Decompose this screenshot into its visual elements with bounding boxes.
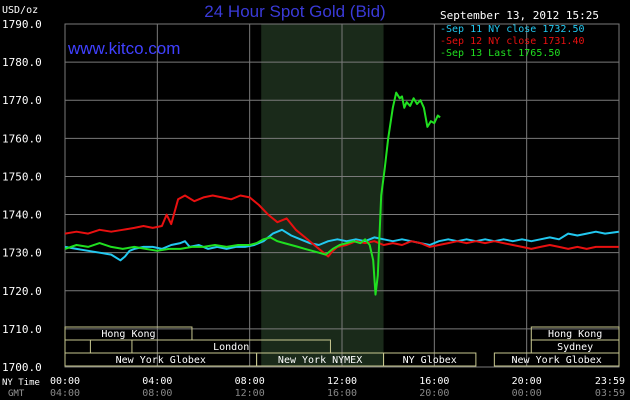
nymex-session-shade [261,24,384,367]
x-tick-label-gmt: 20:00 [419,388,449,399]
x-tick-label-ny: 20:00 [512,376,542,387]
x-tick-label-gmt: 04:00 [50,388,80,399]
x-axis-label-gmt: GMT [8,389,25,399]
x-axis-ticks: 00:00 04:00 08:00 12:00 16:00 20:00 23:5904:00… [50,376,625,399]
market-label: London [213,342,249,353]
y-tick-label: 1770.0 [2,94,42,107]
x-tick-label-ny: 00:00 [50,376,80,387]
x-tick-label-ny: 04:00 [142,376,172,387]
x-tick-label-ny: 12:00 [327,376,357,387]
market-sessions: Hong Kong Hong Kong London Sydney New York G… [64,326,620,367]
legend: -Sep 11 NY close 1732.50-Sep 12 NY close… [440,24,585,59]
y-tick-label: 1780.0 [2,56,42,69]
market-box [383,352,477,367]
x-tick-label-ny: 23:59 [595,376,625,387]
y-tick-label: 1730.0 [2,247,42,260]
x-axis-label-ny: NY Time [2,378,40,388]
x-tick-label-gmt: 00:00 [512,388,542,399]
x-tick-label-ny: 16:00 [419,376,449,387]
y-tick-label: 1760.0 [2,132,42,145]
market-box [493,352,620,367]
x-tick-label-gmt: 12:00 [235,388,265,399]
x-tick-label-gmt: 08:00 [142,388,172,399]
market-label: New York Globex [512,355,602,366]
legend-item-sep13: -Sep 13 Last 1765.50 [440,48,560,59]
unit-label: USD/oz [2,5,38,16]
timestamp: September 13, 2012 15:25 [440,9,599,22]
y-axis-ticks: 1790.0 1780.0 1770.0 1760.0 1750.0 1740.0 1730… [2,18,42,374]
series-line-sep12 [64,194,619,258]
market-box [64,326,193,341]
y-tick-label: 1710.0 [2,323,42,336]
market-label: New York Globex [116,355,206,366]
legend-item-sep12: -Sep 12 NY close 1731.40 [440,36,585,47]
x-tick-label-ny: 08:00 [235,376,265,387]
y-tick-label: 1720.0 [2,285,42,298]
series-line-sep13 [64,91,441,296]
market-label: Hong Kong [548,329,602,340]
y-tick-label: 1750.0 [2,170,42,183]
legend-item-sep11: -Sep 11 NY close 1732.50 [440,24,585,35]
y-tick-label: 1790.0 [2,18,42,31]
x-tick-label-gmt: 03:59 [595,388,625,399]
y-tick-label: 1740.0 [2,209,42,222]
market-label: NY Globex [403,355,457,366]
series-line-sep11 [64,228,619,262]
y-tick-label: 1700.0 [2,361,42,374]
market-label: Sydney [557,342,593,353]
site-link[interactable]: www.kitco.com [67,39,180,58]
market-label: Hong Kong [101,329,155,340]
chart-title: 24 Hour Spot Gold (Bid) [204,2,385,21]
x-tick-label-gmt: 16:00 [327,388,357,399]
plot-border [64,23,620,368]
series-lines [64,91,619,296]
market-label: New York NYMEX [278,355,362,366]
grid-lines [64,23,620,368]
